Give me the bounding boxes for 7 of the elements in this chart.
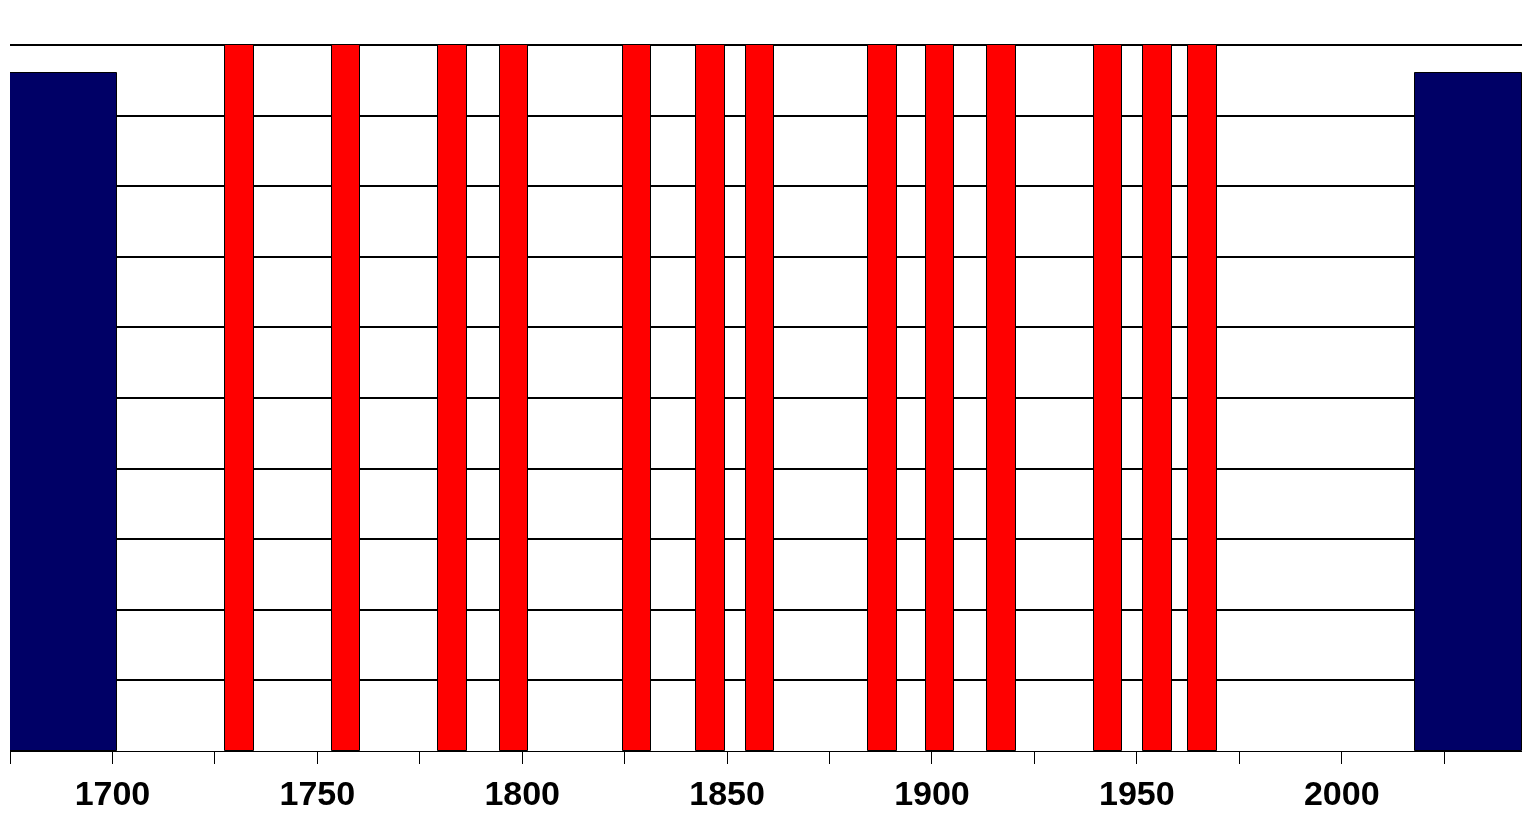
x-tick-label: 1950 <box>1099 773 1175 812</box>
x-tick-label: 1750 <box>279 773 356 812</box>
x-tick-label: 1850 <box>689 773 765 812</box>
x-tick-label: 1800 <box>484 773 561 812</box>
x-tick-label: 2000 <box>1303 773 1380 812</box>
x-tick-label: 1900 <box>894 773 970 812</box>
x-tick-label: 1700 <box>74 773 151 812</box>
